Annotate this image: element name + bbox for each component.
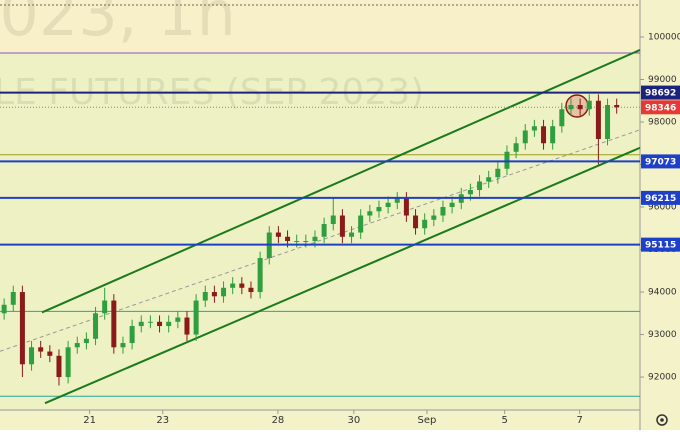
candle-body — [38, 347, 44, 352]
last-price-label: 98346 — [645, 103, 676, 113]
x-tick-label: 30 — [347, 415, 360, 426]
price-tag — [641, 154, 680, 169]
candle-body — [303, 241, 309, 243]
candle-body — [120, 343, 126, 348]
candle-body — [477, 181, 483, 191]
candle-body — [138, 321, 144, 327]
price-tag — [641, 85, 680, 100]
candle-body — [413, 215, 419, 229]
candle-body — [184, 317, 190, 335]
candle-body — [202, 292, 208, 301]
price-tag — [641, 237, 680, 252]
candle-body — [294, 241, 300, 243]
candle-body — [221, 287, 227, 297]
x-tick-label: 28 — [272, 415, 285, 426]
candle-body — [559, 109, 565, 127]
candle-body — [19, 292, 25, 365]
candle-body — [166, 321, 172, 327]
y-tick-label: 99000 — [648, 75, 677, 85]
candle-body — [394, 198, 400, 203]
candle-body — [349, 232, 355, 237]
candle-body — [568, 104, 574, 110]
y-tick-label: 98000 — [648, 118, 677, 128]
candle-body — [275, 232, 281, 237]
candle-body — [541, 126, 547, 144]
candle-body — [83, 338, 89, 344]
candle-body — [586, 100, 592, 110]
candle-body — [211, 292, 217, 297]
candle-body — [358, 215, 364, 233]
candle-body — [431, 215, 437, 220]
candle-body — [531, 126, 537, 131]
candle-body — [102, 300, 108, 314]
plot-zone — [0, 53, 640, 410]
trend-line — [0, 129, 641, 352]
y-tick-label: 93000 — [648, 330, 677, 340]
candle-body — [312, 236, 318, 242]
candle-body — [1, 304, 7, 314]
candle-body — [495, 168, 501, 178]
candle-body — [129, 326, 135, 344]
candle-body — [193, 300, 199, 335]
settings-icon[interactable] — [656, 414, 668, 426]
price-tag-label: 96215 — [645, 194, 676, 204]
candle-body — [157, 321, 163, 327]
last-price-tag — [641, 100, 680, 115]
candle-body — [422, 219, 428, 229]
x-tick-label: 5 — [501, 415, 507, 426]
candle-body — [513, 143, 519, 152]
candle-body — [285, 236, 291, 242]
candle-body — [321, 224, 327, 237]
candle-body — [65, 347, 71, 378]
candle-body — [367, 211, 373, 216]
candle-body — [550, 126, 556, 144]
candle-body — [376, 207, 382, 212]
price-tag — [641, 190, 680, 205]
candle-body — [522, 130, 528, 144]
candle-body — [29, 347, 35, 365]
x-tick-label: 7 — [576, 415, 582, 426]
x-tick-label: Sep — [418, 415, 437, 426]
top-zone — [0, 0, 640, 53]
trend-line — [44, 146, 641, 405]
candle-body — [449, 202, 455, 208]
candle-body — [330, 215, 336, 225]
candle-body — [504, 151, 510, 169]
y-tick-label: 96000 — [648, 203, 677, 213]
candle-body — [440, 207, 446, 216]
candle-body — [230, 283, 236, 288]
price-tag-label: 98692 — [645, 89, 676, 99]
candle-body — [467, 190, 473, 195]
candle-body — [175, 317, 181, 322]
y-tick-label: 92000 — [648, 373, 677, 383]
candle-body — [111, 300, 117, 348]
y-tick-label: 94000 — [648, 288, 677, 298]
candle-body — [239, 283, 245, 288]
price-tag-label: 97073 — [645, 157, 676, 167]
candle-body — [339, 215, 345, 237]
candle-body — [403, 198, 409, 216]
candle-body — [595, 100, 601, 140]
candle-body — [486, 177, 492, 182]
candle-body — [257, 258, 263, 293]
candle-body — [56, 355, 62, 378]
candle-body — [10, 292, 16, 305]
candle-body — [74, 343, 80, 348]
candle-body — [147, 321, 153, 323]
watermark: 2023, 1h — [0, 0, 236, 50]
x-tick-label: 23 — [156, 415, 169, 426]
candle-body — [248, 287, 254, 293]
x-tick-label: 21 — [83, 415, 96, 426]
candle-body — [385, 202, 391, 208]
candle-body — [605, 104, 611, 140]
candle-body — [47, 351, 53, 356]
candle-body — [577, 104, 583, 110]
candle-body — [614, 104, 620, 108]
trend-line — [41, 49, 641, 314]
y-tick-label: 100000 — [648, 32, 680, 42]
price-tag-label: 95115 — [645, 241, 676, 251]
candle-body — [93, 313, 99, 339]
